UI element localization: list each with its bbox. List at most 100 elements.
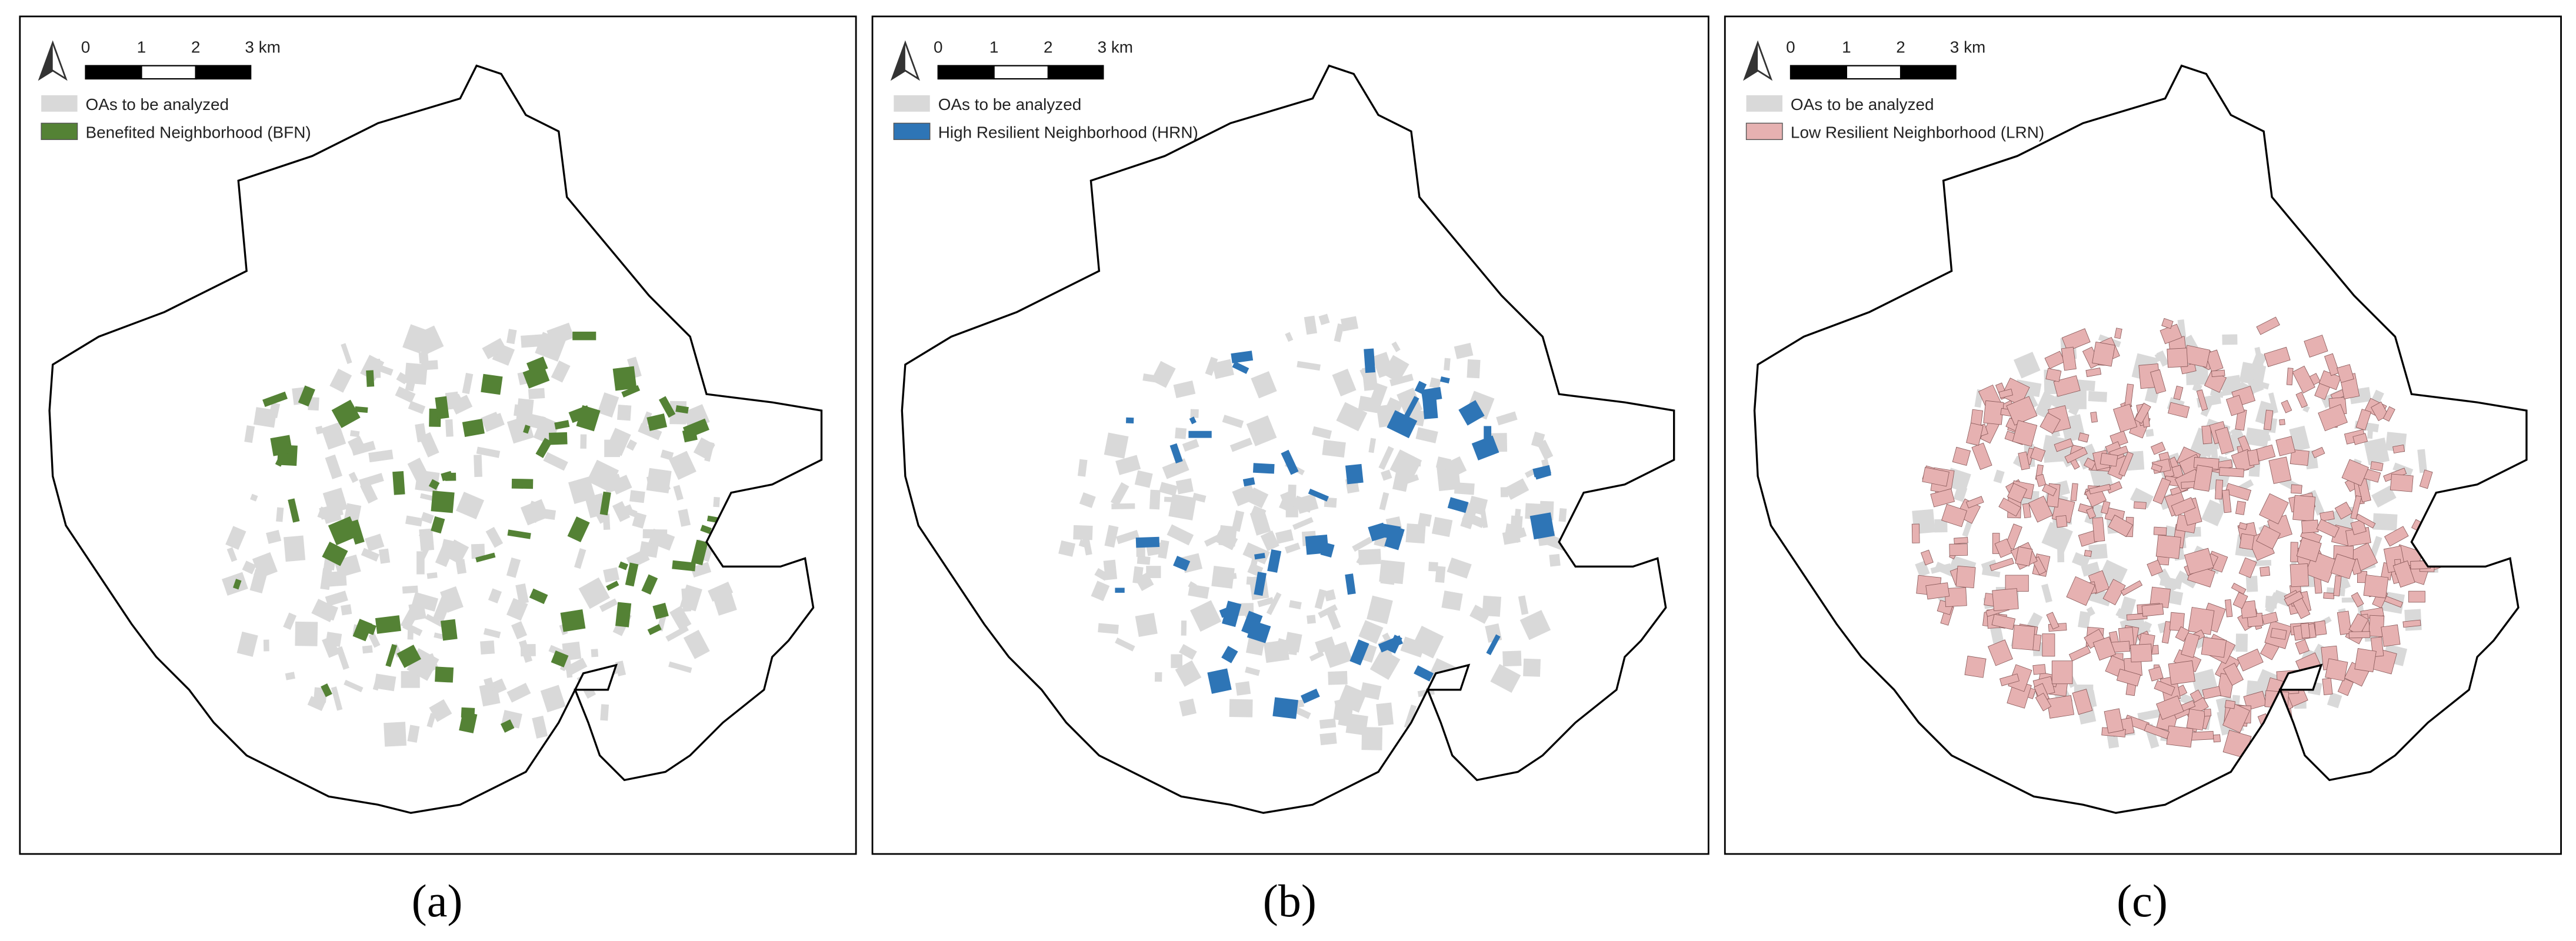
legend-label: Low Resilient Neighborhood (LRN) — [1791, 124, 2044, 142]
output-area — [2402, 619, 2421, 628]
output-area — [678, 509, 691, 527]
output-area — [1319, 718, 1337, 729]
output-area — [611, 475, 632, 495]
output-area — [2116, 669, 2141, 687]
output-area — [392, 470, 405, 495]
output-area — [586, 459, 619, 492]
map-areas — [1911, 316, 2452, 759]
output-area — [2078, 432, 2090, 443]
output-area — [2239, 533, 2255, 550]
output-area — [431, 516, 445, 534]
output-area — [354, 406, 368, 413]
output-area — [475, 552, 496, 563]
output-area — [641, 411, 652, 429]
output-area — [1229, 699, 1253, 718]
output-area — [2268, 456, 2292, 484]
output-area — [1404, 396, 1419, 418]
output-area — [1221, 646, 1238, 663]
scale-bar-segment — [1789, 65, 1847, 80]
output-area — [384, 722, 406, 747]
output-area — [597, 392, 619, 418]
output-area — [321, 422, 346, 450]
output-area — [629, 490, 645, 503]
output-area — [515, 583, 529, 605]
output-area — [2240, 600, 2257, 619]
output-area — [2041, 522, 2073, 553]
output-area — [2314, 620, 2327, 636]
output-area — [652, 602, 669, 620]
output-area — [2171, 497, 2196, 517]
output-area — [1263, 639, 1289, 663]
legend-swatch — [1745, 122, 1783, 141]
output-area — [1911, 523, 1920, 543]
output-area — [2355, 409, 2372, 431]
north-arrow-half — [39, 42, 53, 79]
map-panel: 0 1 2 3 km OAs to be analyzed Low Resilient N… — [1724, 15, 2562, 926]
output-area — [506, 598, 528, 621]
output-area — [2290, 563, 2310, 588]
output-area — [419, 545, 431, 559]
output-area — [2007, 483, 2028, 503]
output-area — [1326, 610, 1341, 630]
output-area — [2028, 495, 2053, 523]
output-area — [378, 548, 391, 564]
output-area — [2092, 517, 2105, 542]
output-area — [1404, 705, 1417, 729]
output-area — [2263, 409, 2274, 431]
output-area — [2238, 557, 2257, 578]
output-area — [2330, 553, 2356, 579]
output-area — [2055, 515, 2068, 528]
legend-swatch — [1746, 95, 1782, 112]
output-area — [365, 533, 385, 552]
output-area — [668, 451, 697, 480]
output-area — [1251, 505, 1267, 519]
output-area — [262, 391, 288, 407]
city-boundary — [48, 64, 823, 814]
output-area — [2247, 449, 2260, 466]
output-area — [538, 508, 556, 520]
output-area — [263, 639, 269, 652]
output-area — [675, 405, 689, 414]
output-area — [1535, 470, 1552, 480]
output-area — [2302, 405, 2310, 413]
output-area — [1332, 368, 1357, 396]
output-area — [2006, 396, 2038, 426]
output-area — [2270, 628, 2287, 640]
output-area — [1387, 635, 1402, 654]
output-area — [1364, 550, 1372, 562]
output-area — [1349, 639, 1369, 666]
output-area — [1167, 524, 1194, 546]
output-area — [1422, 398, 1438, 419]
output-area — [471, 543, 485, 559]
output-area — [405, 515, 423, 527]
output-area — [481, 373, 503, 395]
output-area — [1482, 595, 1502, 617]
output-area — [2304, 335, 2328, 358]
output-area — [341, 604, 352, 616]
output-area — [1922, 467, 1950, 487]
output-area — [568, 476, 596, 505]
output-area — [1058, 540, 1076, 557]
output-area — [1189, 600, 1222, 632]
output-area — [1222, 600, 1242, 628]
output-area — [1146, 566, 1161, 578]
output-area — [2279, 419, 2285, 426]
output-area — [1414, 665, 1434, 682]
output-area — [1079, 492, 1096, 508]
output-area — [2202, 686, 2221, 699]
output-area — [2061, 346, 2077, 371]
output-area — [1952, 446, 1971, 466]
output-area — [2323, 592, 2335, 599]
output-area — [1966, 422, 1984, 446]
output-area — [396, 645, 421, 668]
output-area — [1378, 446, 1394, 470]
output-area — [2290, 449, 2310, 466]
output-area — [328, 516, 359, 546]
output-area — [2191, 730, 2214, 741]
output-area — [2363, 574, 2389, 599]
output-area — [351, 441, 376, 456]
output-area — [2072, 689, 2093, 715]
output-area — [2051, 660, 2073, 685]
output-area — [1091, 580, 1110, 602]
